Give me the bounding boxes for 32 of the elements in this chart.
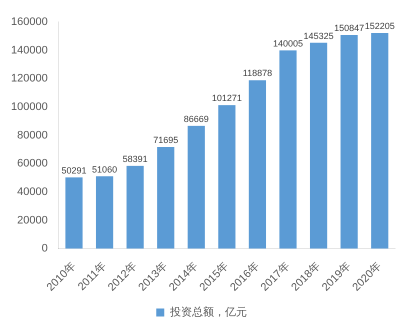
data-label: 101271 bbox=[212, 93, 242, 104]
data-label: 150847 bbox=[334, 22, 364, 33]
data-label: 152205 bbox=[364, 21, 395, 32]
data-label: 50291 bbox=[61, 165, 87, 176]
y-tick-label: 140000 bbox=[10, 44, 48, 56]
data-label: 71695 bbox=[153, 135, 178, 146]
y-tick-label: 20000 bbox=[17, 214, 48, 226]
data-label: 145325 bbox=[304, 30, 334, 41]
bar bbox=[310, 42, 328, 249]
bar bbox=[340, 34, 358, 249]
data-label: 118878 bbox=[242, 68, 272, 78]
bar bbox=[279, 50, 297, 249]
bar bbox=[371, 33, 388, 249]
bar bbox=[218, 105, 236, 249]
y-tick-label: 160000 bbox=[10, 16, 48, 28]
y-tick-label: 40000 bbox=[17, 186, 48, 198]
data-label: 86669 bbox=[184, 114, 209, 124]
y-tick-label: 60000 bbox=[17, 158, 48, 170]
data-label: 140005 bbox=[272, 38, 304, 48]
y-tick-label: 80000 bbox=[17, 129, 48, 142]
data-label: 58391 bbox=[122, 154, 148, 164]
bar bbox=[126, 166, 144, 249]
data-label: 51060 bbox=[92, 164, 118, 174]
y-tick-label: 120000 bbox=[10, 72, 48, 85]
y-tick-label: 0 bbox=[42, 242, 48, 255]
bar bbox=[157, 147, 174, 249]
bar bbox=[188, 126, 205, 249]
bar bbox=[248, 80, 266, 249]
bar bbox=[65, 177, 83, 249]
bar bbox=[96, 176, 114, 249]
legend-label: 投资总额，亿元 bbox=[168, 306, 247, 319]
y-tick-label: 100000 bbox=[10, 101, 48, 113]
